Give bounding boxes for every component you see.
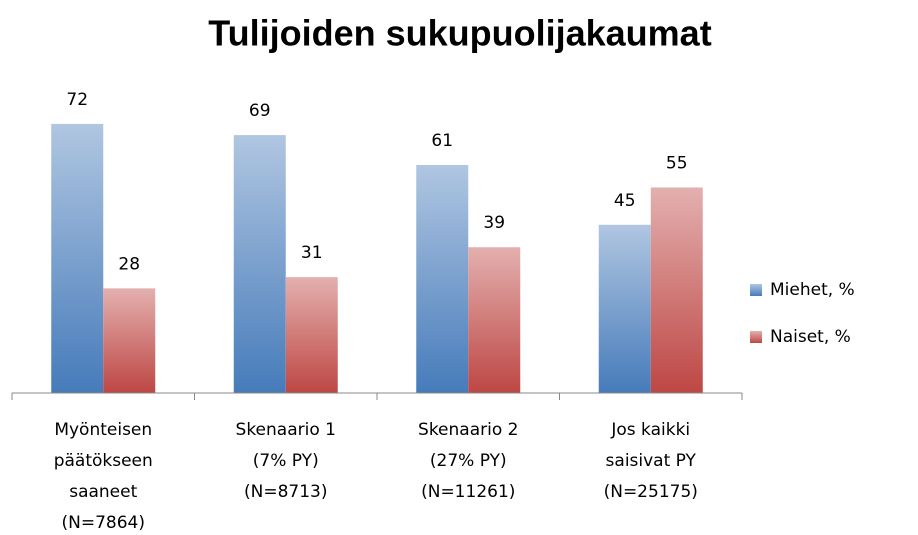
bar — [468, 247, 521, 393]
bar — [416, 165, 469, 393]
bar — [598, 224, 651, 393]
data-label: 39 — [483, 213, 505, 233]
bar — [233, 135, 286, 394]
x-tick-label: Jos kaikki — [610, 420, 690, 440]
bar — [285, 277, 338, 393]
bar — [103, 288, 156, 393]
legend-swatch — [750, 284, 762, 296]
data-label: 45 — [614, 191, 636, 211]
legend-swatch — [750, 331, 762, 343]
data-label: 55 — [666, 153, 688, 173]
x-tick-label: päätökseen — [54, 451, 153, 471]
x-tick-label: (N=8713) — [244, 482, 328, 502]
legend-label: Miehet, % — [770, 280, 855, 300]
x-tick-label: Skenaario 2 — [418, 420, 518, 440]
x-tick-label: saaneet — [69, 482, 137, 502]
bar — [650, 187, 703, 393]
x-tick-label: saisivat PY — [606, 451, 697, 471]
data-label: 28 — [118, 254, 140, 274]
x-tick-label: (27% PY) — [430, 451, 507, 471]
data-label: 69 — [249, 101, 271, 121]
x-tick-label: (N=11261) — [421, 482, 515, 502]
x-tick-label: Skenaario 1 — [236, 420, 336, 440]
x-tick-label: Myönteisen — [54, 420, 152, 440]
x-tick-label: (7% PY) — [253, 451, 319, 471]
x-tick-label: (N=25175) — [604, 482, 698, 502]
x-tick-label: (N=7864) — [62, 513, 146, 533]
chart-title: Tulijoiden sukupuolijakaumat — [208, 13, 711, 54]
bar — [51, 123, 104, 394]
legend-label: Naiset, % — [770, 327, 851, 347]
data-label: 72 — [66, 90, 88, 110]
data-label: 61 — [431, 131, 453, 151]
data-label: 31 — [301, 243, 323, 263]
